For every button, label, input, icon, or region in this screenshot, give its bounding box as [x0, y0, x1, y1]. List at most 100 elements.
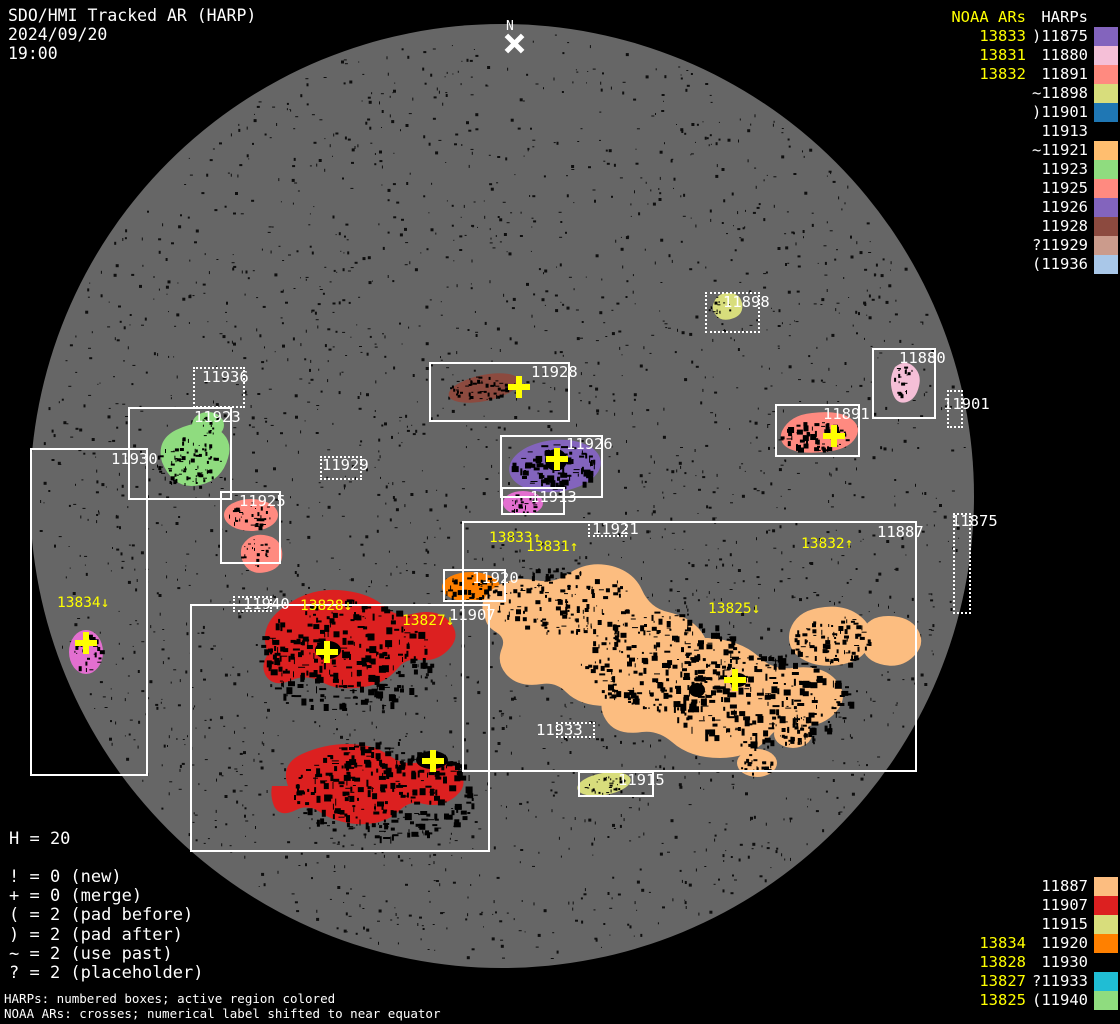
- harp-label-11930: 11930: [111, 450, 158, 468]
- harp-label-11880: 11880: [899, 349, 946, 367]
- ar-blob-11887-main: [482, 564, 922, 758]
- legend-harp-item-11898: ~11898: [1032, 84, 1088, 102]
- noaa-label-13828: 13828↓: [300, 598, 353, 614]
- harp-label-11898: 11898: [723, 293, 770, 311]
- figure-caption: HARPs: numbered boxes; active region col…: [4, 991, 441, 1021]
- harp-label-11907: 11907: [449, 606, 496, 624]
- legend-swatch-11936: [1094, 255, 1118, 274]
- legend-tr-swatches: [1094, 8, 1118, 274]
- legend-harp-item-11907: 11907: [1041, 896, 1088, 914]
- harp-label-11929: 11929: [322, 456, 369, 474]
- harp-label-11915: 11915: [618, 771, 665, 789]
- legend-harp-item-11880: 11880: [1032, 46, 1088, 64]
- legend-swatch-11920: [1094, 934, 1118, 953]
- legend-swatch-11926: [1094, 198, 1118, 217]
- harp-box-11875[interactable]: [953, 513, 971, 614]
- noaa-cross-marker: [75, 632, 97, 654]
- page-title: SDO/HMI Tracked AR (HARP): [8, 6, 257, 25]
- legend-harp-item-11920: 11920: [1041, 934, 1088, 952]
- observation-time: 19:00: [8, 44, 58, 63]
- harp-count: H = 20: [9, 829, 71, 849]
- harp-label-11926: 11926: [566, 435, 613, 453]
- harp-box-11930[interactable]: [30, 448, 148, 776]
- noaa-cross-marker: [546, 448, 568, 470]
- harp-box-11928[interactable]: [429, 362, 570, 422]
- legend-spacer: [979, 877, 1032, 896]
- noaa-cross-marker: [316, 641, 338, 663]
- legend-br-harp-column: 11887 11907 11915 11920 11930 ?11933 (11940: [1032, 877, 1094, 1010]
- legend-harp-item-11891: 11891: [1032, 65, 1088, 83]
- harp-box-11887[interactable]: [462, 521, 917, 772]
- legend-swatch-11923: [1094, 160, 1118, 179]
- legend-harp-item-11930: 11930: [1041, 953, 1088, 971]
- legend-noaa-header: NOAA ARs: [951, 8, 1026, 26]
- noaa-label-13833: 13833↑: [489, 530, 542, 546]
- harp-box-11933[interactable]: [556, 722, 595, 738]
- harp-box-11929[interactable]: [320, 456, 362, 480]
- header-block: SDO/HMI Tracked AR (HARP) 2024/09/20 19:…: [8, 6, 256, 63]
- noaa-label-13832: 13832↑: [801, 536, 854, 552]
- legend-bottom-right: 13834 13828 13827 13825 11887 11907 11915 1192…: [979, 877, 1118, 1010]
- flag-legend: ! = 0 (new) + = 0 (merge) ( = 2 (pad bef…: [9, 867, 204, 984]
- noaa-cross-marker: [422, 750, 444, 772]
- legend-noaa-item-13833: 13833: [979, 27, 1026, 45]
- harp-box-11925[interactable]: [220, 491, 281, 564]
- legend-swatch-11925: [1094, 179, 1118, 198]
- harp-box-11880[interactable]: [872, 348, 936, 419]
- harp-label-11933: 11933: [536, 721, 583, 739]
- legend-harp-item-11940: (11940: [1032, 991, 1088, 1009]
- noaa-label-13825: 13825↓: [708, 601, 761, 617]
- harp-box-11913[interactable]: [501, 487, 565, 515]
- noaa-label-13827: 13827↓: [402, 613, 455, 629]
- legend-noaa-item-13834: 13834: [979, 934, 1026, 952]
- legend-swatch-11880: [1094, 46, 1118, 65]
- legend-br-noaa-column: 13834 13828 13827 13825: [979, 877, 1032, 1010]
- legend-noaa-item-13825: 13825: [979, 991, 1026, 1009]
- harp-box-11891[interactable]: [775, 404, 860, 457]
- legend-swatch-11933: [1094, 972, 1118, 991]
- legend-harp-item-11923: 11923: [1032, 160, 1088, 178]
- legend-swatch-11907: [1094, 896, 1118, 915]
- ar-blob-11925-a: [224, 499, 278, 531]
- harp-label-11921: 11921: [592, 520, 639, 538]
- legend-swatch-11901: [1094, 103, 1118, 122]
- legend-harp-item-11929: ?11929: [1032, 236, 1088, 254]
- legend-noaa-item-13831: 13831: [979, 46, 1026, 64]
- harp-label-11913: 11913: [530, 488, 577, 506]
- legend-swatch-11898: [1094, 84, 1118, 103]
- legend-swatch-11915: [1094, 915, 1118, 934]
- legend-spacer: [979, 896, 1032, 915]
- legend-swatch-11930: [1094, 953, 1118, 972]
- harp-label-11920: 11920: [472, 569, 519, 587]
- legend-harp-item-11913: 11913: [1032, 122, 1088, 140]
- noaa-cross-marker: [823, 425, 845, 447]
- harp-box-11921[interactable]: [588, 521, 627, 537]
- harp-box-11907[interactable]: [190, 604, 490, 852]
- legend-swatch-11940: [1094, 991, 1118, 1010]
- ar-blob-11887-sat-a: [774, 720, 812, 748]
- legend-swatch-11875: [1094, 27, 1118, 46]
- legend-noaa-item-13832: 13832: [979, 65, 1026, 83]
- legend-swatch-11929: [1094, 236, 1118, 255]
- legend-tr-harp-column: HARPs )11875 11880 11891 ~11898)11901 119…: [1032, 8, 1094, 274]
- legend-harp-item-11926: 11926: [1032, 198, 1088, 216]
- harp-label-11928: 11928: [531, 363, 578, 381]
- harp-box-11901[interactable]: [947, 390, 963, 428]
- harp-box-11898[interactable]: [705, 292, 760, 333]
- legend-spacer: [979, 915, 1032, 934]
- harp-box-11915[interactable]: [578, 771, 654, 797]
- observation-date: 2024/09/20: [8, 25, 108, 44]
- legend-noaa-item-13827: 13827: [979, 972, 1026, 990]
- legend-swatch-11921: [1094, 141, 1118, 160]
- noaa-label-13831: 13831↑: [526, 539, 579, 555]
- legend-harp-header: HARPs: [1041, 8, 1088, 26]
- harp-box-11926[interactable]: [500, 435, 603, 498]
- harp-box-11920[interactable]: [443, 569, 506, 602]
- legend-tr-noaa-column: NOAA ARs 13833 13831 13832: [951, 8, 1032, 84]
- harp-box-11923[interactable]: [128, 407, 232, 500]
- harp-label-11925: 11925: [239, 492, 286, 510]
- harp-label-11887: 11887: [877, 523, 924, 541]
- legend-top-right: NOAA ARs 13833 13831 13832 HARPs )11875 11…: [951, 8, 1118, 274]
- legend-swatch-11913: [1094, 122, 1118, 141]
